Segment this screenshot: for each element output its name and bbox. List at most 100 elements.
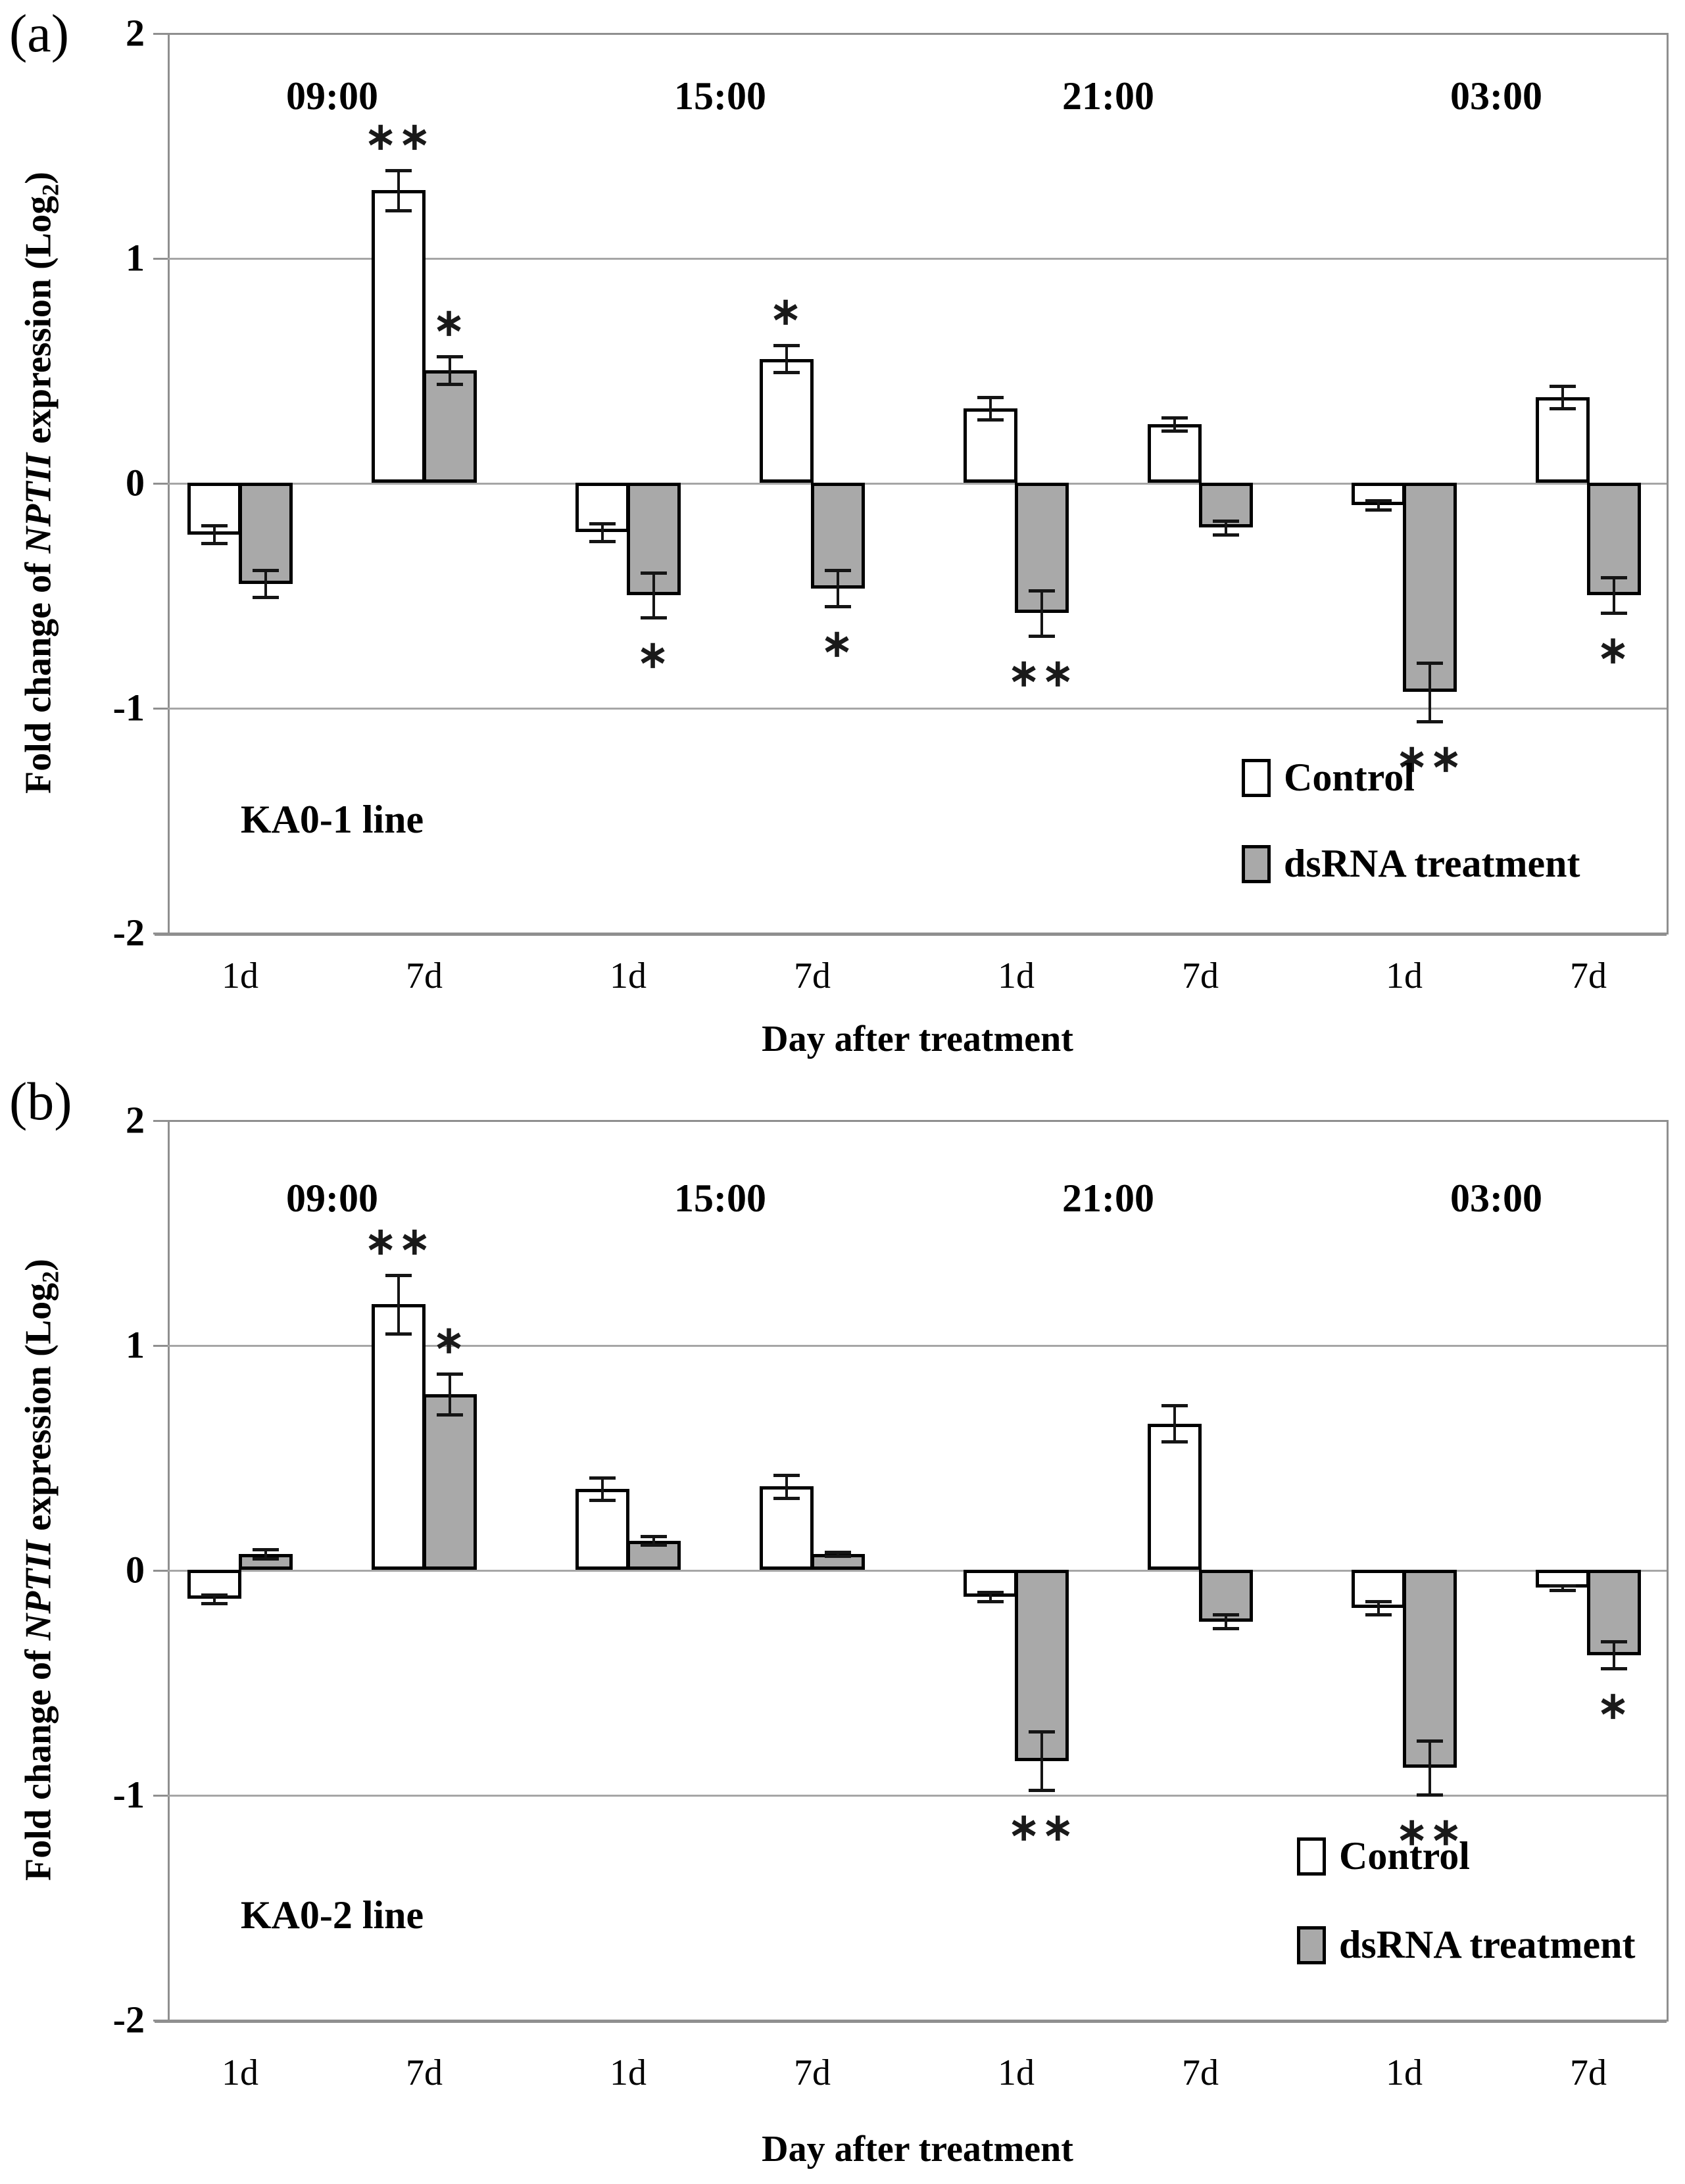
- gridline-y1: [168, 1345, 1667, 1347]
- error-bar-line: [1040, 1732, 1043, 1791]
- bar-dsrna-09:00-7d: [423, 370, 477, 483]
- plot-frame-bottom: [155, 933, 1667, 936]
- error-bar-cap-bottom: [773, 371, 800, 375]
- gridline-y1: [168, 258, 1667, 260]
- bar-control-15:00-1d: [575, 1488, 629, 1570]
- y-tick-mark: [153, 1795, 168, 1797]
- error-bar-line: [1613, 577, 1615, 614]
- error-bar-line: [601, 1477, 604, 1500]
- error-bar-cap-bottom: [1365, 508, 1392, 512]
- x-tick-label-21:00-7d: 7d: [1182, 956, 1219, 996]
- error-bar-line: [1561, 385, 1564, 409]
- error-bar-cap-bottom: [437, 1413, 463, 1417]
- x-tick-label-03:00-1d: 1d: [1386, 2052, 1423, 2093]
- error-bar-cap-top: [1417, 661, 1443, 665]
- y-title-sub: 2: [37, 183, 64, 196]
- error-bar-cap-top: [1029, 589, 1055, 593]
- y-tick-label: 1: [126, 236, 145, 279]
- error-bar-cap-bottom: [773, 1496, 800, 1500]
- error-bar-cap-top: [589, 522, 616, 525]
- error-bar-line: [785, 1475, 788, 1498]
- x-tick-label-21:00-7d: 7d: [1182, 2052, 1219, 2093]
- y-tick-label: -2: [112, 1998, 145, 2041]
- y-tick-mark: [153, 1345, 168, 1347]
- control-swatch-icon: [1242, 758, 1271, 797]
- x-tick-label-03:00-7d: 7d: [1570, 2052, 1607, 2093]
- y-title-sub: 2: [37, 1271, 64, 1283]
- legend-entry-dsrna: dsRNA treatment: [1242, 841, 1580, 886]
- significance-mark: ∗: [821, 622, 855, 666]
- group-header-03:00: 03:00: [1450, 74, 1542, 118]
- error-bar-line: [397, 170, 400, 211]
- bar-control-15:00-7d: [760, 358, 814, 483]
- significance-mark: ∗∗: [364, 114, 433, 158]
- error-bar-line: [837, 1551, 839, 1557]
- legend-label-dsrna: dsRNA treatment: [1339, 1923, 1636, 1966]
- error-bar-cap-bottom: [253, 596, 279, 600]
- error-bar-cap-top: [1550, 1584, 1576, 1588]
- error-bar-cap-bottom: [1417, 719, 1443, 723]
- y-title-prefix: Fold change of: [18, 1640, 59, 1881]
- significance-mark: ∗∗: [1008, 651, 1076, 694]
- error-bar-cap-top: [201, 1593, 228, 1597]
- error-bar-line: [1429, 1740, 1431, 1795]
- error-bar-cap-bottom: [1417, 1793, 1443, 1797]
- error-bar-cap-bottom: [589, 539, 616, 543]
- legend-label-dsrna: dsRNA treatment: [1284, 842, 1580, 885]
- significance-mark: ∗: [1597, 1684, 1631, 1728]
- gridline-y-1: [168, 1795, 1667, 1797]
- error-bar-cap-top: [1601, 575, 1627, 579]
- y-tick-label: 0: [126, 1548, 145, 1591]
- group-header-15:00: 15:00: [674, 74, 766, 118]
- panel-b-x-axis-title: Day after treatment: [762, 2129, 1073, 2170]
- error-bar-line: [264, 570, 267, 598]
- error-bar-cap-bottom: [385, 1332, 412, 1336]
- error-bar-cap-top: [201, 523, 228, 527]
- error-bar-line: [1225, 1614, 1227, 1628]
- error-bar-cap-top: [825, 569, 851, 573]
- y-tick-mark: [153, 1120, 168, 1122]
- y-tick-mark: [153, 1570, 168, 1572]
- bar-dsrna-09:00-1d: [239, 483, 293, 584]
- y-tick-label: -1: [112, 686, 145, 729]
- error-bar-cap-top: [589, 1476, 616, 1480]
- x-tick-label-09:00-1d: 1d: [222, 956, 258, 996]
- error-bar-cap-top: [773, 344, 800, 348]
- error-bar-line: [785, 345, 788, 373]
- significance-mark: ∗: [433, 301, 467, 345]
- error-bar-cap-top: [385, 168, 412, 172]
- group-header-15:00: 15:00: [674, 1177, 766, 1220]
- error-bar-cap-bottom: [1601, 612, 1627, 616]
- error-bar-cap-bottom: [825, 1555, 851, 1559]
- error-bar-line: [449, 356, 451, 384]
- error-bar-cap-top: [437, 355, 463, 359]
- bar-dsrna-09:00-7d: [423, 1394, 477, 1570]
- gridline-y-1: [168, 708, 1667, 710]
- error-bar-line: [837, 570, 839, 607]
- legend-entry-control: Control: [1242, 755, 1580, 800]
- error-bar-cap-top: [1161, 416, 1188, 420]
- error-bar-line: [213, 1594, 216, 1604]
- x-tick-label-15:00-1d: 1d: [610, 2052, 647, 2093]
- group-header-03:00: 03:00: [1450, 1177, 1542, 1220]
- y-tick-mark: [153, 258, 168, 260]
- bar-dsrna-21:00-1d: [1015, 1570, 1069, 1761]
- group-header-09:00: 09:00: [286, 74, 378, 118]
- y-tick-label: -1: [112, 1773, 145, 1816]
- panel-b-label: (b): [9, 1071, 72, 1131]
- significance-mark: ∗: [769, 290, 804, 333]
- significance-mark: ∗∗: [1396, 737, 1464, 780]
- error-bar-line: [264, 1549, 267, 1559]
- bar-control-09:00-7d: [372, 1304, 426, 1570]
- error-bar-cap-top: [825, 1550, 851, 1554]
- y-tick-label: -2: [112, 911, 145, 954]
- significance-mark: ∗: [1597, 629, 1631, 672]
- error-bar-cap-bottom: [1550, 407, 1576, 411]
- error-bar-line: [1613, 1641, 1615, 1669]
- x-tick-label-21:00-1d: 1d: [998, 2052, 1035, 2093]
- legend-entry-control: Control: [1297, 1833, 1636, 1879]
- error-bar-cap-bottom: [437, 382, 463, 386]
- y-title-prefix: Fold change of: [18, 553, 59, 794]
- error-bar-line: [1377, 1601, 1380, 1615]
